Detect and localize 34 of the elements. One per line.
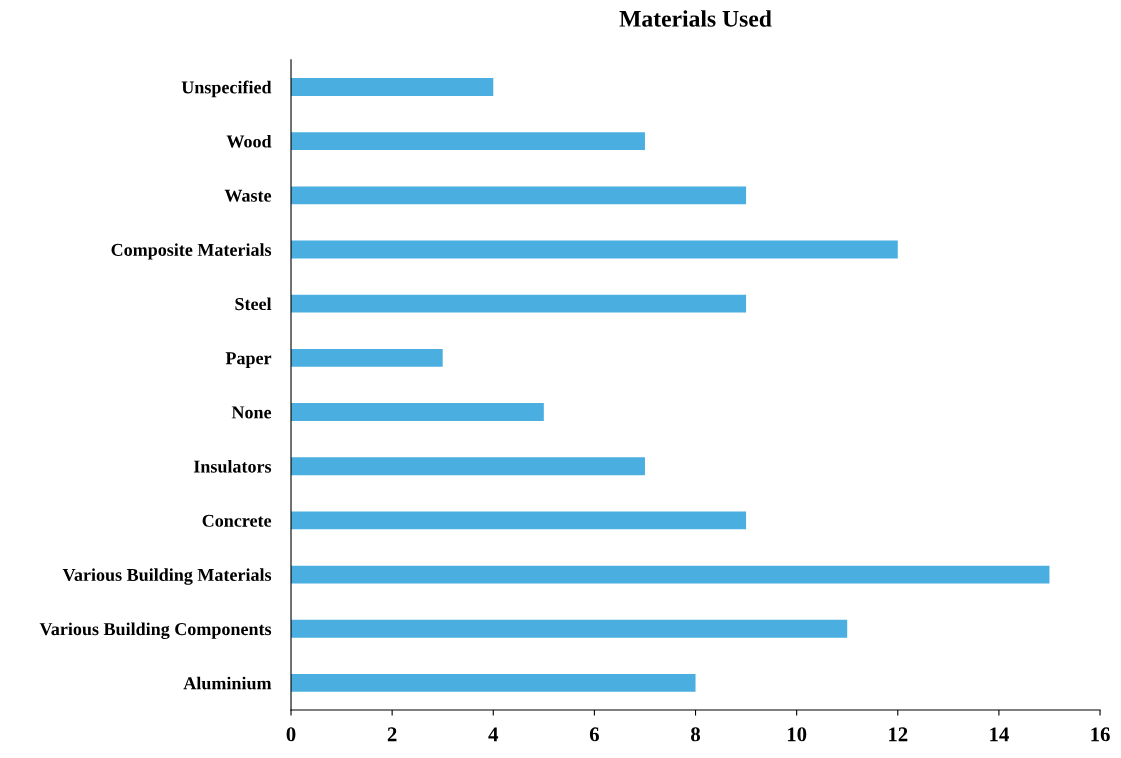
x-tick-label: 14 [990,727,1009,742]
bar [291,132,645,151]
x-tick-label: 16 [1091,727,1110,742]
y-tick-label: Composite Materials [111,243,272,260]
x-tick-label: 4 [488,727,499,742]
y-tick-label: Waste [224,189,272,202]
bar [291,240,898,259]
y-tick-label: Paper [225,352,272,368]
x-tick-label: 0 [286,727,296,742]
y-tick-label: Unspecified [181,80,272,98]
bar [291,294,747,313]
bar [291,565,1050,584]
x-tick-label: 10 [787,727,807,742]
x-tick-label: 12 [889,727,908,742]
y-tick-label: Steel [235,297,272,311]
y-tick-label: Wood [226,134,272,148]
bar [291,403,544,421]
x-tick-label: 2 [387,727,397,742]
y-tick-label: Aluminium [183,676,272,690]
bar [291,78,494,96]
bar [291,511,747,530]
y-tick-label: None [231,406,272,419]
x-tick-label: 6 [589,727,599,742]
y-tick-label: Concrete [202,514,272,527]
bar [291,457,645,476]
bar [291,186,747,205]
y-tick-label: Various Building Components [39,622,272,639]
bar [291,673,696,692]
chart-title: Materials Used [619,10,772,27]
x-tick-label: 8 [691,727,701,742]
bar [291,348,443,367]
y-tick-label: Various Building Materials [62,568,272,585]
y-tick-label: Insulators [193,459,272,473]
bar [291,619,848,638]
